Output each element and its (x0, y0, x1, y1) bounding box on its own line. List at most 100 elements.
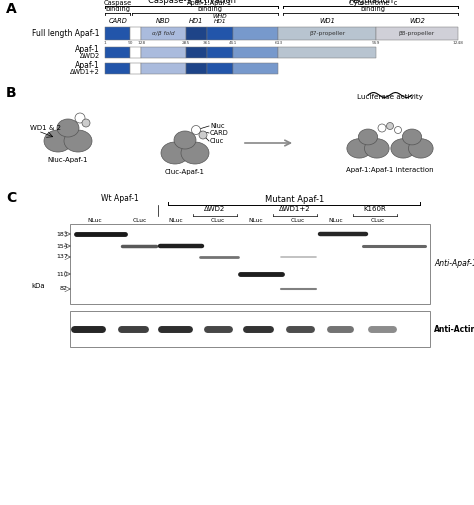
Text: ΔWD1+2: ΔWD1+2 (70, 70, 100, 76)
Text: Regulation: Regulation (348, 0, 393, 5)
Bar (278, 47, 376, 58)
Text: CLuc: CLuc (133, 218, 147, 223)
Text: Caspase-9 activation: Caspase-9 activation (148, 0, 236, 5)
Text: NLuc: NLuc (88, 218, 102, 223)
Text: 959: 959 (372, 41, 381, 45)
Ellipse shape (347, 139, 372, 158)
Text: CLuc: CLuc (291, 218, 305, 223)
Ellipse shape (44, 130, 72, 152)
Ellipse shape (57, 119, 79, 137)
Text: K160R: K160R (364, 206, 386, 212)
Text: Wt Apaf-1: Wt Apaf-1 (101, 194, 139, 203)
Circle shape (386, 123, 393, 129)
Text: Full length Apaf-1: Full length Apaf-1 (33, 29, 100, 38)
Bar (376, 27, 458, 40)
Ellipse shape (64, 130, 92, 152)
Circle shape (394, 126, 401, 133)
Text: NLuc: NLuc (328, 218, 343, 223)
Bar (233, 63, 278, 74)
Bar (70, 224, 430, 304)
Text: HD1: HD1 (189, 18, 203, 24)
Bar (278, 27, 376, 40)
Bar (70, 311, 430, 347)
Text: Apaf-1:Apaf-1 interaction: Apaf-1:Apaf-1 interaction (346, 167, 434, 173)
Text: β7-propeller: β7-propeller (309, 31, 346, 36)
Text: Cluc: Cluc (210, 138, 224, 144)
Ellipse shape (409, 139, 433, 158)
Text: Apaf-1: Apaf-1 (75, 45, 100, 54)
Text: WD1: WD1 (319, 18, 335, 24)
Text: WHD
HD1: WHD HD1 (212, 14, 227, 24)
Bar (207, 47, 233, 58)
Circle shape (191, 126, 201, 134)
Bar (186, 63, 207, 74)
Text: 128: 128 (137, 41, 146, 45)
Text: 451: 451 (228, 41, 237, 45)
Text: ΔWD2: ΔWD2 (204, 206, 226, 212)
Text: Mutant Apaf-1: Mutant Apaf-1 (265, 195, 325, 204)
Bar (130, 47, 141, 58)
Text: CLuc: CLuc (211, 218, 225, 223)
Bar (233, 47, 278, 58)
Bar (141, 63, 186, 74)
Ellipse shape (365, 139, 389, 158)
Ellipse shape (391, 139, 416, 158)
Ellipse shape (161, 142, 189, 164)
Text: Anti-Apaf-1: Anti-Apaf-1 (434, 260, 474, 269)
Text: ΔWD1+2: ΔWD1+2 (279, 206, 311, 212)
Circle shape (82, 119, 90, 127)
Text: 137: 137 (56, 255, 68, 260)
Bar (141, 27, 186, 40)
Ellipse shape (402, 129, 422, 145)
Text: NBD: NBD (156, 18, 171, 24)
Text: Cytochrome  c
binding: Cytochrome c binding (349, 0, 397, 12)
Text: Cluc-Apaf-1: Cluc-Apaf-1 (165, 169, 205, 175)
Text: 285: 285 (182, 41, 190, 45)
Text: NLuc: NLuc (169, 218, 183, 223)
Text: Luciferase activity: Luciferase activity (357, 94, 423, 100)
Text: Nluc: Nluc (210, 123, 225, 129)
Text: WD1 & 2: WD1 & 2 (30, 125, 61, 131)
Bar (130, 27, 141, 40)
Bar (105, 27, 130, 40)
Text: 154: 154 (56, 243, 68, 248)
Bar (186, 47, 207, 58)
Text: C: C (6, 191, 16, 205)
Bar (141, 47, 186, 58)
Text: 183: 183 (56, 231, 68, 236)
Text: β8-propeller: β8-propeller (399, 31, 435, 36)
Text: CARD: CARD (210, 130, 229, 136)
Text: kDa: kDa (31, 283, 45, 289)
Text: CLuc: CLuc (371, 218, 385, 223)
Text: 1: 1 (104, 41, 107, 45)
Text: CARD: CARD (108, 18, 127, 24)
Bar (207, 63, 233, 74)
Bar (105, 47, 130, 58)
Bar (186, 27, 207, 40)
Text: 90: 90 (128, 41, 133, 45)
Ellipse shape (358, 129, 378, 145)
Circle shape (75, 113, 85, 123)
Text: 82: 82 (60, 286, 68, 291)
Text: NLuc: NLuc (249, 218, 264, 223)
Bar (233, 27, 278, 40)
Text: 1248: 1248 (453, 41, 464, 45)
Text: WD2: WD2 (409, 18, 425, 24)
Text: Apaf-1:Apaf-1
binding: Apaf-1:Apaf-1 binding (187, 0, 232, 12)
Text: Apaf-1: Apaf-1 (75, 61, 100, 70)
Ellipse shape (174, 131, 196, 149)
Text: ΔWD2: ΔWD2 (80, 54, 100, 60)
Text: Anti-Actin: Anti-Actin (434, 325, 474, 333)
Text: Nluc-Apaf-1: Nluc-Apaf-1 (48, 157, 88, 163)
Text: 110: 110 (56, 272, 68, 277)
Text: Caspase
binding: Caspase binding (104, 0, 132, 12)
Circle shape (378, 124, 386, 132)
Text: 361: 361 (203, 41, 211, 45)
Text: B: B (6, 86, 17, 100)
Circle shape (199, 131, 207, 139)
Ellipse shape (181, 142, 209, 164)
Text: A: A (6, 2, 17, 16)
Bar (130, 63, 141, 74)
Text: 613: 613 (274, 41, 283, 45)
Text: α/β fold: α/β fold (152, 31, 174, 36)
